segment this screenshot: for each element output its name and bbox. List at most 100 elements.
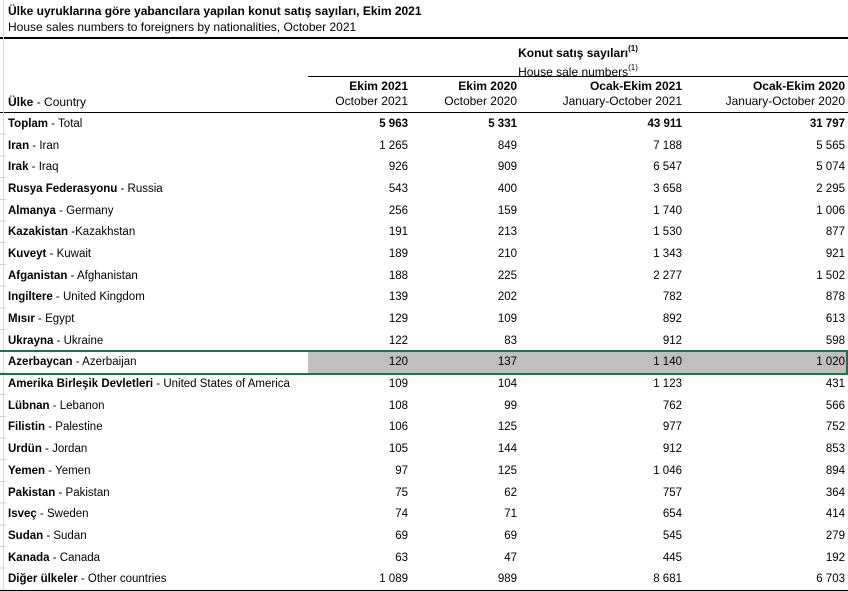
country-cell[interactable]: Filistin - Palestine: [0, 421, 308, 433]
value-cell-oct-2021[interactable]: 189: [388, 247, 408, 260]
value-cell-oct-2021[interactable]: 122: [388, 334, 408, 347]
value-cell-oct-2020[interactable]: 62: [504, 486, 517, 499]
value-cell-jan-oct-2021[interactable]: 1 740: [653, 204, 682, 217]
value-cell-oct-2020[interactable]: 109: [497, 313, 517, 326]
country-cell[interactable]: Toplam - Total: [0, 118, 308, 130]
value-cell-jan-oct-2021[interactable]: 762: [662, 399, 682, 412]
value-cell-jan-oct-2020[interactable]: 414: [825, 508, 845, 521]
value-cell-jan-oct-2020[interactable]: 752: [825, 421, 845, 434]
value-cell-jan-oct-2021[interactable]: 1 123: [653, 378, 682, 391]
value-cell-oct-2021[interactable]: 5 963: [379, 117, 408, 130]
value-cell-oct-2021[interactable]: 69: [395, 529, 408, 542]
value-cell-oct-2020[interactable]: 104: [497, 378, 517, 391]
value-cell-jan-oct-2020[interactable]: 431: [825, 378, 845, 391]
value-cell-jan-oct-2021[interactable]: 2 277: [653, 269, 682, 282]
value-cell-jan-oct-2020[interactable]: 921: [825, 247, 845, 260]
value-cell-jan-oct-2021[interactable]: 7 188: [653, 139, 682, 152]
value-cell-jan-oct-2021[interactable]: 654: [662, 508, 682, 521]
value-cell-jan-oct-2020[interactable]: 1 006: [816, 204, 845, 217]
country-cell[interactable]: Mısır - Egypt: [0, 313, 308, 325]
value-cell-jan-oct-2021[interactable]: 6 547: [653, 161, 682, 174]
value-cell-jan-oct-2020[interactable]: 31 797: [809, 117, 845, 130]
country-cell[interactable]: Diğer ülkeler - Other countries: [0, 573, 308, 585]
value-cell-jan-oct-2020[interactable]: 566: [825, 399, 845, 412]
value-cell-oct-2020[interactable]: 83: [504, 334, 517, 347]
value-cell-jan-oct-2021[interactable]: 1 140: [517, 351, 682, 374]
value-cell-oct-2020[interactable]: 202: [497, 291, 517, 304]
value-cell-jan-oct-2020[interactable]: 877: [825, 226, 845, 239]
value-cell-oct-2020[interactable]: 125: [497, 421, 517, 434]
value-cell-jan-oct-2021[interactable]: 912: [662, 334, 682, 347]
value-cell-jan-oct-2020[interactable]: 878: [825, 291, 845, 304]
value-cell-jan-oct-2020[interactable]: 364: [825, 486, 845, 499]
value-cell-jan-oct-2021[interactable]: 3 658: [653, 182, 682, 195]
country-cell[interactable]: Ürdün - Jordan: [0, 443, 308, 455]
value-cell-oct-2021[interactable]: 120: [308, 351, 408, 374]
value-cell-oct-2021[interactable]: 139: [388, 291, 408, 304]
value-cell-jan-oct-2020[interactable]: 5 565: [816, 139, 845, 152]
value-cell-oct-2021[interactable]: 543: [388, 182, 408, 195]
value-cell-jan-oct-2020[interactable]: 192: [825, 551, 845, 564]
value-cell-jan-oct-2021[interactable]: 782: [662, 291, 682, 304]
value-cell-jan-oct-2021[interactable]: 892: [662, 313, 682, 326]
value-cell-oct-2020[interactable]: 849: [497, 139, 517, 152]
country-cell[interactable]: Kuveyt - Kuwait: [0, 248, 308, 260]
value-cell-oct-2021[interactable]: 97: [395, 464, 408, 477]
value-cell-oct-2020[interactable]: 125: [497, 464, 517, 477]
country-cell[interactable]: Amerika Birleşik Devletleri - United Sta…: [0, 378, 308, 390]
value-cell-oct-2021[interactable]: 63: [395, 551, 408, 564]
country-cell[interactable]: İran - Iran: [0, 140, 308, 152]
value-cell-oct-2020[interactable]: 69: [504, 529, 517, 542]
country-cell[interactable]: Sudan - Sudan: [0, 530, 308, 542]
value-cell-jan-oct-2021[interactable]: 1 343: [653, 247, 682, 260]
value-cell-oct-2020[interactable]: 159: [497, 204, 517, 217]
value-cell-jan-oct-2021[interactable]: 43 911: [647, 117, 682, 130]
value-cell-jan-oct-2020[interactable]: 5 074: [816, 161, 845, 174]
value-cell-jan-oct-2020[interactable]: 894: [825, 464, 845, 477]
country-cell[interactable]: Kazakistan -Kazakhstan: [0, 226, 308, 238]
value-cell-jan-oct-2021[interactable]: 912: [662, 443, 682, 456]
country-cell[interactable]: Pakistan - Pakistan: [0, 487, 308, 499]
country-cell[interactable]: Afganistan - Afghanistan: [0, 270, 308, 282]
value-cell-jan-oct-2020[interactable]: 613: [825, 313, 845, 326]
value-cell-oct-2020[interactable]: 47: [504, 551, 517, 564]
value-cell-jan-oct-2021[interactable]: 1 046: [653, 464, 682, 477]
value-cell-jan-oct-2021[interactable]: 8 681: [653, 573, 682, 586]
value-cell-jan-oct-2020[interactable]: 598: [825, 334, 845, 347]
value-cell-oct-2020[interactable]: 400: [497, 182, 517, 195]
value-cell-oct-2021[interactable]: 188: [388, 269, 408, 282]
value-cell-oct-2021[interactable]: 1 265: [379, 139, 408, 152]
country-cell[interactable]: Yemen - Yemen: [0, 465, 308, 477]
country-cell[interactable]: Lübnan - Lebanon: [0, 400, 308, 412]
value-cell-jan-oct-2021[interactable]: 445: [662, 551, 682, 564]
country-cell[interactable]: Rusya Federasyonu - Russia: [0, 183, 308, 195]
country-cell[interactable]: Almanya - Germany: [0, 205, 308, 217]
country-cell[interactable]: Irak - Iraq: [0, 161, 308, 173]
value-cell-oct-2020[interactable]: 71: [504, 508, 517, 521]
value-cell-oct-2021[interactable]: 75: [395, 486, 408, 499]
country-cell[interactable]: İsveç - Sweden: [0, 508, 308, 520]
value-cell-jan-oct-2021[interactable]: 757: [662, 486, 682, 499]
country-cell[interactable]: Kanada - Canada: [0, 552, 308, 564]
value-cell-oct-2020[interactable]: 99: [504, 399, 517, 412]
value-cell-oct-2021[interactable]: 105: [388, 443, 408, 456]
value-cell-oct-2021[interactable]: 109: [388, 378, 408, 391]
value-cell-oct-2020[interactable]: 144: [497, 443, 517, 456]
value-cell-oct-2020[interactable]: 225: [497, 269, 517, 282]
value-cell-oct-2021[interactable]: 108: [388, 399, 408, 412]
value-cell-oct-2020[interactable]: 210: [497, 247, 517, 260]
value-cell-oct-2021[interactable]: 1 089: [379, 573, 408, 586]
value-cell-jan-oct-2020[interactable]: 6 703: [816, 573, 845, 586]
country-cell[interactable]: Azerbaycan - Azerbaijan: [0, 356, 308, 368]
value-cell-oct-2021[interactable]: 256: [388, 204, 408, 217]
value-cell-oct-2020[interactable]: 989: [497, 573, 517, 586]
value-cell-jan-oct-2020[interactable]: 853: [825, 443, 845, 456]
value-cell-jan-oct-2020[interactable]: 2 295: [816, 182, 845, 195]
value-cell-jan-oct-2021[interactable]: 1 530: [653, 226, 682, 239]
value-cell-jan-oct-2021[interactable]: 545: [662, 529, 682, 542]
value-cell-oct-2020[interactable]: 213: [497, 226, 517, 239]
country-cell[interactable]: İngiltere - United Kingdom: [0, 291, 308, 303]
value-cell-oct-2021[interactable]: 129: [388, 313, 408, 326]
value-cell-oct-2020[interactable]: 909: [497, 161, 517, 174]
value-cell-jan-oct-2020[interactable]: 1 502: [816, 269, 845, 282]
